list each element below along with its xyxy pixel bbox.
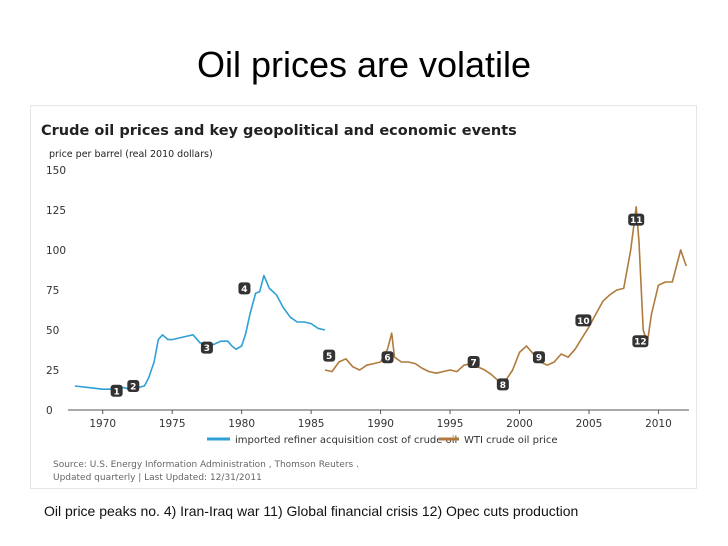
chart-subtitle: price per barrel (real 2010 dollars) (49, 149, 213, 160)
event-marker-label: 8 (500, 381, 506, 391)
y-tick-label: 50 (46, 325, 59, 337)
oil-price-chart: Crude oil prices and key geopolitical an… (41, 123, 689, 483)
event-marker-1 (110, 384, 123, 397)
event-marker-label: 4 (241, 285, 247, 295)
chart-updated: Updated quarterly | Last Updated: 12/31/… (53, 473, 262, 483)
y-tick-label: 25 (46, 365, 59, 377)
event-marker-5 (323, 349, 336, 362)
x-tick-label: 2000 (506, 418, 533, 430)
event-marker-10 (575, 314, 592, 327)
event-marker-label: 11 (630, 216, 643, 226)
slide-title: Oil prices are volatile (196, 44, 532, 85)
event-marker-12 (632, 335, 649, 348)
event-marker-3 (200, 341, 213, 354)
legend-label-1: imported refiner acquisition cost of cru… (235, 435, 457, 446)
x-tick-label: 1990 (367, 418, 394, 430)
y-tick-label: 100 (46, 245, 66, 257)
x-tick-label: 1995 (437, 418, 464, 430)
event-marker-label: 9 (536, 354, 542, 364)
event-marker-8 (496, 378, 509, 391)
y-tick-label: 0 (46, 405, 53, 417)
y-tick-label: 150 (46, 165, 66, 177)
event-marker-label: 10 (577, 317, 590, 327)
y-tick-label: 75 (46, 285, 59, 297)
event-marker-6 (381, 351, 394, 364)
event-marker-label: 2 (130, 383, 136, 393)
series-line-1 (74, 274, 326, 391)
event-marker-2 (127, 380, 140, 392)
series-line-2 (324, 206, 687, 384)
legend: imported refiner acquisition cost of cru… (207, 435, 558, 446)
slide-caption: Oil price peaks no. 4) Iran-Iraq war 11)… (44, 503, 579, 519)
event-marker-11 (628, 213, 645, 226)
event-marker-9 (532, 351, 545, 364)
event-marker-4 (238, 282, 251, 295)
event-marker-label: 3 (204, 344, 210, 354)
chart-title: Crude oil prices and key geopolitical an… (41, 123, 517, 139)
event-marker-label: 7 (471, 359, 477, 369)
event-marker-7 (467, 356, 480, 368)
x-tick-label: 1980 (228, 418, 255, 430)
event-marker-label: 6 (384, 354, 390, 364)
y-tick-label: 125 (46, 205, 66, 217)
x-tick-label: 2005 (576, 418, 603, 430)
event-marker-label: 12 (634, 338, 647, 348)
legend-label-2: WTI crude oil price (464, 435, 558, 446)
x-tick-label: 1970 (89, 418, 116, 430)
x-tick-label: 2010 (645, 418, 672, 430)
series-layer (74, 206, 687, 391)
chart-panel: Crude oil prices and key geopolitical an… (30, 105, 697, 489)
x-tick-label: 1985 (298, 418, 325, 430)
event-marker-label: 5 (326, 352, 332, 362)
event-marker-label: 1 (113, 387, 119, 397)
x-tick-label: 1975 (159, 418, 186, 430)
chart-source: Source: U.S. Energy Information Administ… (53, 460, 359, 470)
